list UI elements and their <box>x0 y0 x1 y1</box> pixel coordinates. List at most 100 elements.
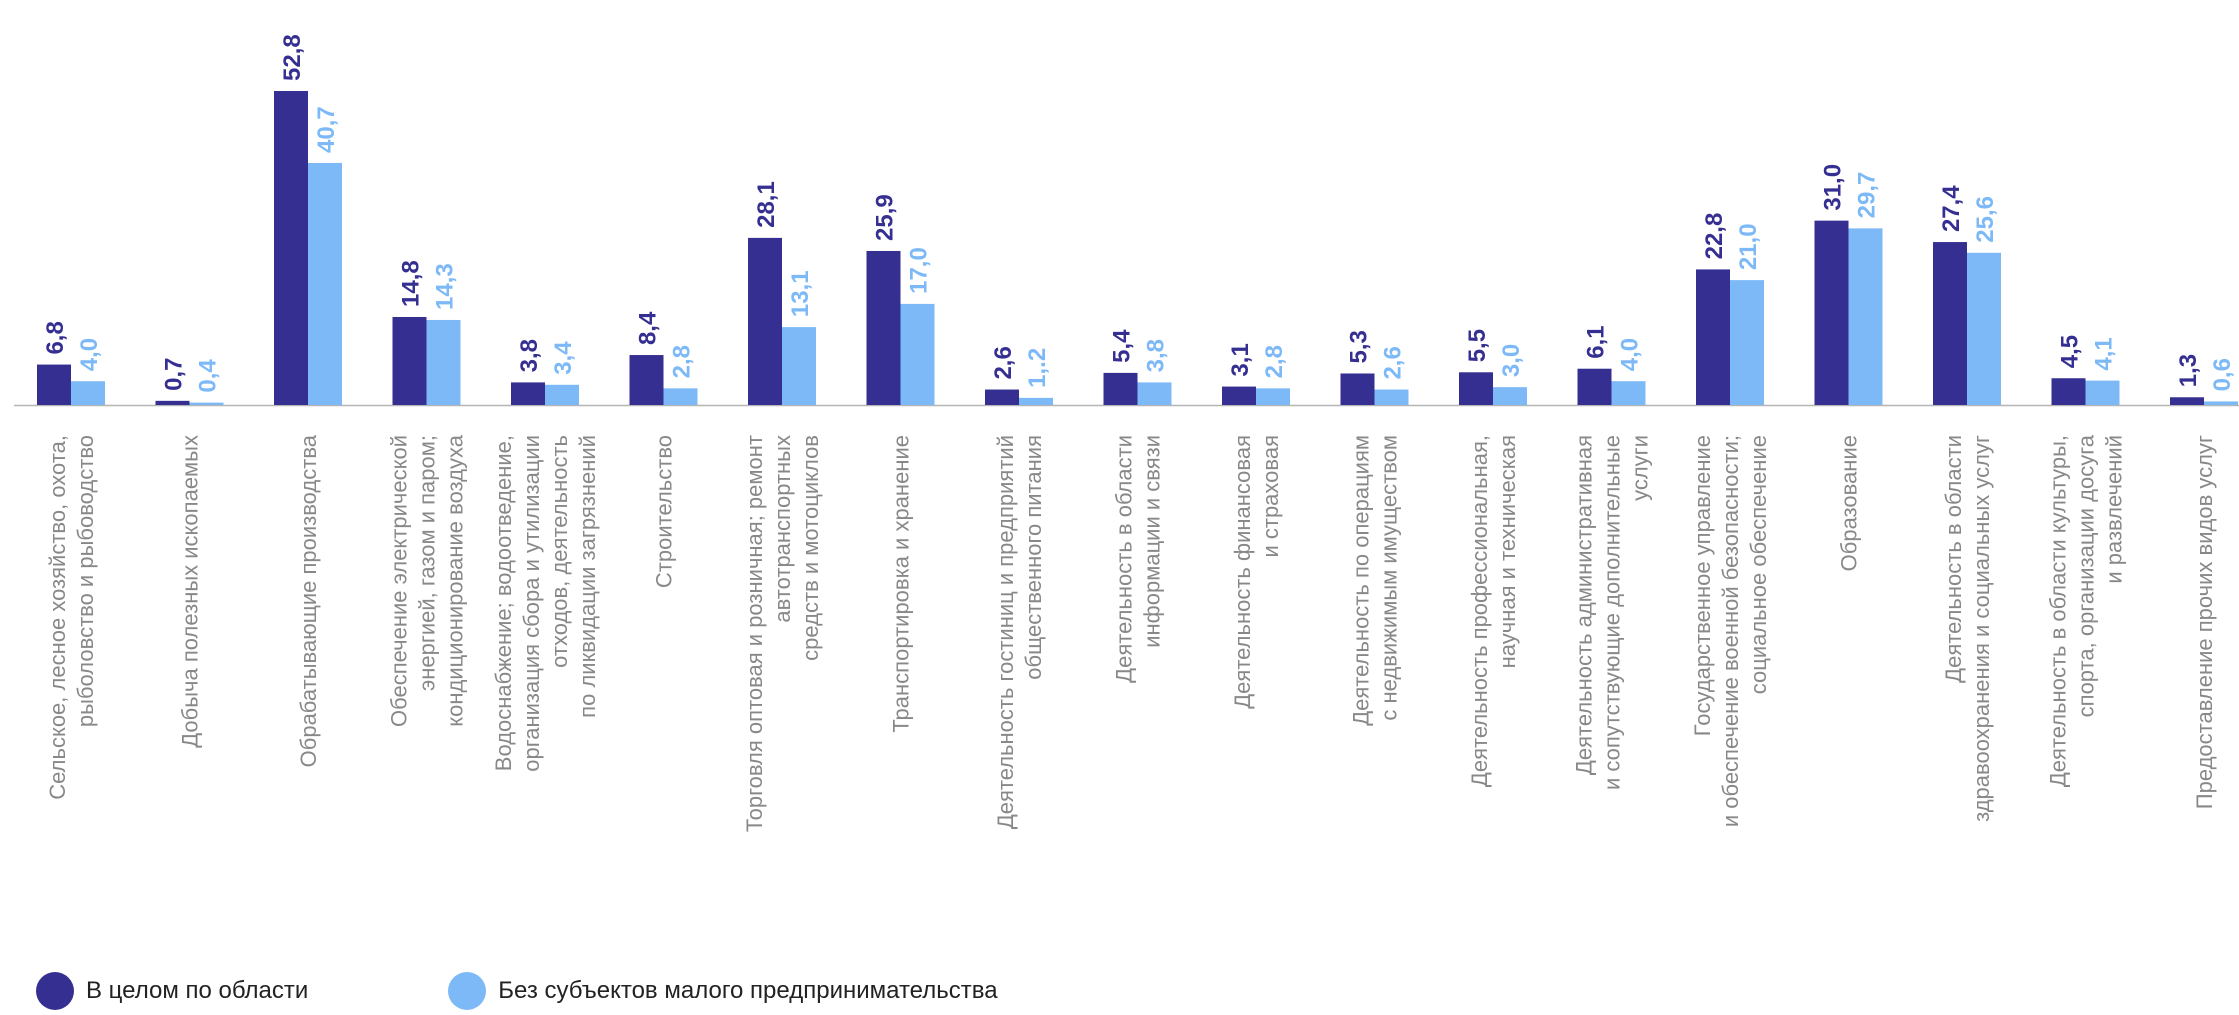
data-label-without-small-business-16: 25,6 <box>1972 196 1999 243</box>
bar-total-7 <box>866 250 901 405</box>
data-label-total-7: 25,9 <box>872 194 899 241</box>
data-label-without-small-business-7: 17,0 <box>906 247 933 294</box>
data-label-total-10: 3,1 <box>1227 343 1254 376</box>
category-label-line: энергией, газом и паром; <box>415 435 440 691</box>
category-label-4: Водоснабжение; водоотведение, организация… <box>491 435 600 772</box>
data-label-total-4: 3,8 <box>516 339 543 372</box>
bar-without-small-business-13 <box>1611 381 1646 405</box>
bar-without-small-business-10 <box>1256 388 1290 405</box>
category-label-6: Торговля оптовая и розничная; ремонт авто… <box>742 435 823 832</box>
bar-without-small-business-6 <box>782 327 816 405</box>
legend-swatch-without-small-business <box>448 972 487 1010</box>
category-label-line: Торговля оптовая и розничная; ремонт <box>742 435 767 832</box>
category-label-18: Предоставление прочих видов услуг <box>2192 435 2217 809</box>
bar-without-small-business-15 <box>1848 228 1883 405</box>
category-label-9: Деятельность в области информации и связи <box>1112 435 1165 683</box>
bar-without-small-business-12 <box>1493 387 1527 405</box>
bar-total-1 <box>155 400 190 405</box>
data-label-without-small-business-5: 2,8 <box>669 345 696 378</box>
category-label-line: услуги <box>1628 435 1653 501</box>
category-label-12: Деятельность профессиональная, научная и … <box>1467 435 1520 787</box>
bar-total-15 <box>1814 220 1849 405</box>
data-label-without-small-business-11: 2,6 <box>1380 346 1407 379</box>
bar-total-13 <box>1577 368 1612 405</box>
data-label-without-small-business-10: 2,8 <box>1261 345 1288 378</box>
category-label-line: Водоснабжение; водоотведение, <box>491 435 516 771</box>
category-label-line: с недвижимым имуществом <box>1377 435 1402 721</box>
bar-without-small-business-17 <box>2085 380 2120 405</box>
bar-total-8 <box>985 389 1019 405</box>
category-label-line: Сельское, лесное хозяйство, охота, <box>45 435 70 800</box>
category-label-line: и сопутствующие дополнительные <box>1600 435 1625 790</box>
data-label-without-small-business-12: 3,0 <box>1498 344 1525 377</box>
category-label-line: отходов, деятельность <box>547 435 572 668</box>
data-label-total-17: 4,5 <box>2057 335 2084 368</box>
data-label-total-0: 6,8 <box>42 321 69 354</box>
category-label-line: Деятельность в области культуры, <box>2046 435 2071 787</box>
bar-total-10 <box>1222 386 1256 405</box>
category-label-line: организация сбора и утилизации <box>519 435 544 772</box>
category-label-line: Государственное управление <box>1690 435 1715 736</box>
bar-total-3 <box>392 316 427 405</box>
bar-without-small-business-2 <box>308 162 342 405</box>
category-label-14: Государственное управление и обеспечение … <box>1690 435 1771 827</box>
category-label-line: Деятельность по операциям <box>1349 435 1374 726</box>
bar-without-small-business-3 <box>426 319 461 405</box>
bar-total-0 <box>37 364 71 405</box>
data-label-without-small-business-18: 0,6 <box>2209 358 2236 391</box>
category-label-2: Обрабатывающие производства <box>296 434 321 767</box>
category-label-line: Деятельность профессиональная, <box>1467 435 1492 787</box>
category-label-line: по ликвидации загрязнений <box>575 435 600 718</box>
data-label-total-13: 6,1 <box>1583 325 1610 358</box>
bar-without-small-business-8 <box>1019 397 1053 405</box>
data-label-without-small-business-17: 4,1 <box>2091 337 2118 370</box>
category-label-line: Обрабатывающие производства <box>296 434 321 767</box>
bar-without-small-business-7 <box>900 303 935 405</box>
data-label-without-small-business-3: 14,3 <box>432 263 459 310</box>
data-label-total-16: 27,4 <box>1938 185 1965 232</box>
category-label-line: Обеспечение электрической <box>387 435 412 727</box>
legend: В целом по области Без субъектов малого … <box>36 972 1138 1010</box>
category-label-line: кондиционирование воздуха <box>443 434 468 727</box>
category-label-line: Строительство <box>652 435 677 588</box>
data-label-without-small-business-4: 3,4 <box>550 341 577 375</box>
category-label-16: Деятельность в области здравоохранения и … <box>1941 435 1994 822</box>
category-label-line: Деятельность в области <box>1941 435 1966 683</box>
category-label-17: Деятельность в области культуры, спорта, … <box>2046 434 2127 787</box>
bar-without-small-business-4 <box>545 384 579 405</box>
category-label-3: Обеспечение электрической энергией, газом… <box>387 434 468 727</box>
category-label-8: Деятельность гостиниц и предприятий общес… <box>993 435 1046 829</box>
category-label-10: Деятельность финансовая и страховая <box>1230 435 1283 709</box>
legend-swatch-total <box>36 972 74 1010</box>
category-label-line: автотранспортных <box>770 435 795 623</box>
legend-item-without-small-business: Без субъектов малого предпринимательства <box>448 972 998 1010</box>
data-label-total-14: 22,8 <box>1701 213 1728 260</box>
data-label-total-12: 5,5 <box>1464 329 1491 362</box>
data-label-without-small-business-2: 40,7 <box>313 106 340 153</box>
bar-total-5 <box>629 355 664 405</box>
category-label-line: Деятельность финансовая <box>1230 435 1255 709</box>
data-label-total-1: 0,7 <box>161 357 188 390</box>
category-label-line: Деятельность административная <box>1572 435 1597 775</box>
category-label-line: рыболовство и рыбоводство <box>73 435 98 727</box>
bar-total-6 <box>748 237 782 405</box>
data-label-without-small-business-15: 29,7 <box>1854 172 1881 219</box>
category-label-line: и обеспечение военной безопасности; <box>1718 435 1743 827</box>
bar-without-small-business-16 <box>1967 252 2001 405</box>
category-label-line: Образование <box>1837 435 1862 571</box>
bar-without-small-business-18 <box>2204 401 2238 405</box>
category-label-1: Добыча полезных ископаемых <box>178 435 203 748</box>
data-label-total-3: 14,8 <box>398 260 425 307</box>
category-label-line: Деятельность в области <box>1112 435 1137 683</box>
data-label-without-small-business-14: 21,0 <box>1735 223 1762 270</box>
category-label-15: Образование <box>1837 435 1862 571</box>
bar-without-small-business-0 <box>71 381 105 405</box>
bar-total-14 <box>1696 269 1730 405</box>
category-label-line: социальное обеспечение <box>1746 435 1771 694</box>
bar-without-small-business-11 <box>1374 389 1409 405</box>
data-label-total-15: 31,0 <box>1820 164 1847 211</box>
category-label-13: Деятельность административная и сопутству… <box>1572 435 1653 790</box>
category-label-line: общественного питания <box>1021 435 1046 680</box>
category-label-line: здравоохранения и социальных услуг <box>1969 435 1994 822</box>
bar-total-4 <box>511 382 545 405</box>
